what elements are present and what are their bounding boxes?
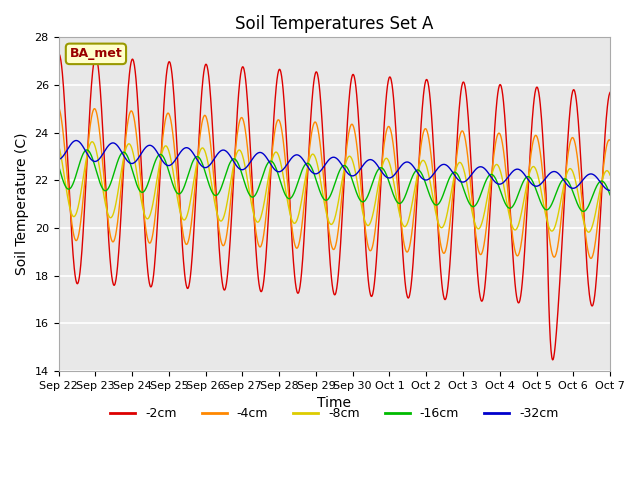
-4cm xyxy=(239,116,247,122)
-4cm xyxy=(541,189,548,195)
-2cm xyxy=(54,51,62,57)
-32cm xyxy=(72,138,80,144)
-8cm xyxy=(585,229,593,235)
-4cm xyxy=(606,137,614,143)
X-axis label: Time: Time xyxy=(317,396,351,410)
Line: -32cm: -32cm xyxy=(58,141,610,191)
-8cm xyxy=(492,162,500,168)
-16cm xyxy=(54,163,62,168)
-2cm xyxy=(239,64,247,70)
-8cm xyxy=(239,156,247,161)
-32cm xyxy=(492,180,500,186)
-16cm xyxy=(83,147,91,153)
-32cm xyxy=(420,177,428,182)
-2cm xyxy=(606,90,614,96)
-16cm xyxy=(606,192,614,198)
-8cm xyxy=(178,214,186,219)
-16cm xyxy=(420,177,428,182)
-16cm xyxy=(164,166,172,172)
-2cm xyxy=(420,86,428,92)
Text: BA_met: BA_met xyxy=(70,48,122,60)
-2cm xyxy=(164,61,172,67)
-2cm xyxy=(55,51,63,57)
-8cm xyxy=(420,158,428,164)
-4cm xyxy=(177,216,185,222)
-8cm xyxy=(606,172,614,178)
Line: -4cm: -4cm xyxy=(58,107,610,258)
-32cm xyxy=(541,176,548,182)
-4cm xyxy=(164,110,172,116)
-32cm xyxy=(178,148,186,154)
-2cm xyxy=(541,170,548,176)
-2cm xyxy=(548,357,556,363)
-16cm xyxy=(492,177,500,183)
Line: -2cm: -2cm xyxy=(58,54,610,360)
Title: Soil Temperatures Set A: Soil Temperatures Set A xyxy=(235,15,433,33)
-16cm xyxy=(239,175,247,181)
-32cm xyxy=(606,188,614,193)
-4cm xyxy=(492,139,500,144)
-16cm xyxy=(178,189,186,195)
-2cm xyxy=(492,105,500,111)
-32cm xyxy=(606,188,614,193)
-8cm xyxy=(164,146,172,152)
-32cm xyxy=(54,156,62,162)
Line: -8cm: -8cm xyxy=(58,142,610,232)
-32cm xyxy=(239,167,247,172)
-8cm xyxy=(541,208,548,214)
Line: -16cm: -16cm xyxy=(58,150,610,211)
Legend: -2cm, -4cm, -8cm, -16cm, -32cm: -2cm, -4cm, -8cm, -16cm, -32cm xyxy=(105,402,563,425)
-4cm xyxy=(54,104,62,110)
-16cm xyxy=(541,206,548,212)
Y-axis label: Soil Temperature (C): Soil Temperature (C) xyxy=(15,133,29,276)
-2cm xyxy=(178,230,186,236)
-32cm xyxy=(164,163,172,168)
-8cm xyxy=(88,139,96,144)
-16cm xyxy=(579,208,587,214)
-8cm xyxy=(54,142,62,148)
-4cm xyxy=(420,128,428,134)
-4cm xyxy=(587,255,595,261)
